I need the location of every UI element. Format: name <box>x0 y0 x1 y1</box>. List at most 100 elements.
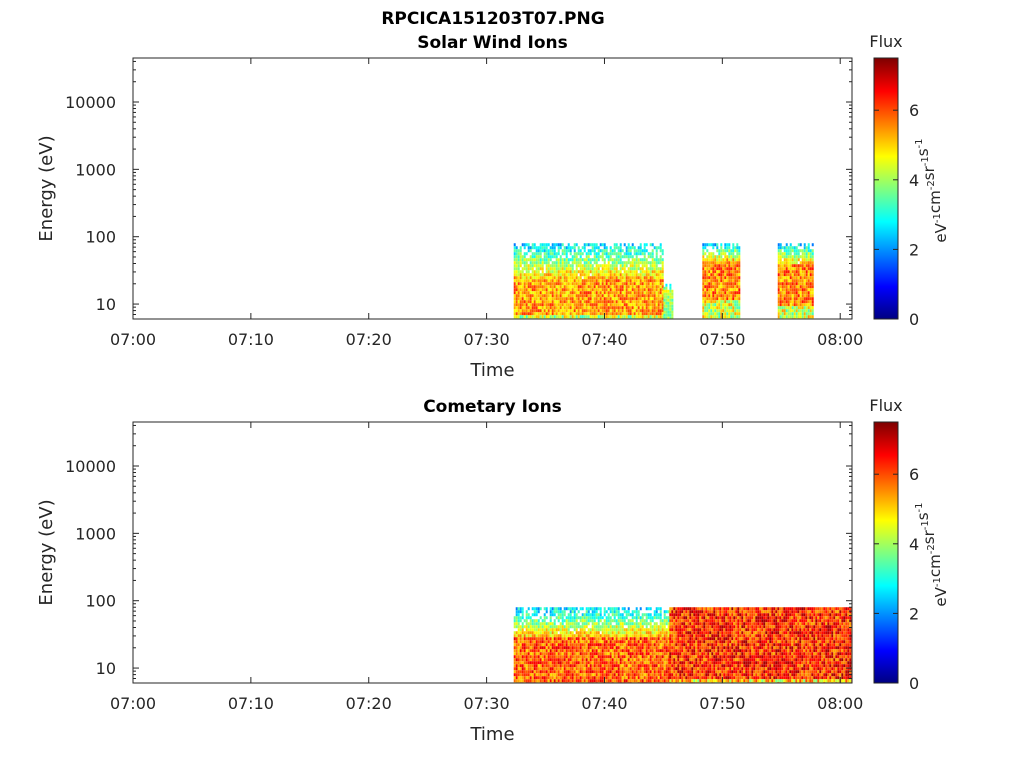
flux-cell <box>611 664 614 668</box>
flux-cell <box>801 303 804 307</box>
flux-cell <box>617 670 620 674</box>
flux-cell <box>609 276 612 280</box>
panel-title: Solar Wind Ions <box>417 33 568 53</box>
flux-cell <box>585 303 588 307</box>
flux-cell <box>779 303 782 307</box>
flux-cell <box>529 309 532 313</box>
flux-cell <box>625 300 628 304</box>
flux-cell <box>535 643 538 647</box>
flux-cell <box>595 270 598 274</box>
flux-cell <box>647 646 650 650</box>
flux-cell <box>706 258 709 262</box>
flux-cell <box>563 667 566 671</box>
colorbar-band <box>874 251 898 253</box>
flux-cell <box>649 267 652 271</box>
flux-cell <box>569 285 572 289</box>
flux-cell <box>724 264 727 268</box>
flux-cell <box>738 306 741 310</box>
flux-cell <box>797 255 800 259</box>
flux-cell <box>718 276 721 280</box>
flux-cell <box>704 309 707 313</box>
flux-cell <box>653 643 656 647</box>
flux-cell <box>525 661 528 665</box>
flux-cell <box>539 315 542 319</box>
flux-cell <box>563 246 566 250</box>
flux-cell <box>559 303 562 307</box>
flux-cell <box>641 306 644 310</box>
flux-cell <box>718 315 721 319</box>
flux-cell <box>573 270 576 274</box>
flux-cell <box>609 279 612 283</box>
flux-cell <box>577 637 580 641</box>
flux-cell <box>807 270 810 274</box>
flux-cell <box>595 252 598 256</box>
flux-cell <box>793 264 796 268</box>
flux-cell <box>702 264 705 268</box>
flux-cell <box>716 243 719 247</box>
flux-cell <box>529 300 532 304</box>
flux-cell <box>651 670 654 674</box>
flux-cell <box>571 258 574 262</box>
flux-cell <box>569 664 572 668</box>
flux-cell <box>639 243 642 247</box>
y-tick-label: 1000 <box>75 160 116 179</box>
flux-cell <box>708 291 711 295</box>
colorbar-band <box>874 156 898 158</box>
flux-cell <box>595 607 598 611</box>
flux-cell <box>777 258 780 262</box>
flux-cell <box>535 303 538 307</box>
flux-cell <box>569 246 572 250</box>
flux-cell <box>605 303 608 307</box>
flux-cell <box>525 309 528 313</box>
flux-cell <box>555 631 558 635</box>
flux-cell <box>555 312 558 316</box>
flux-cell <box>726 273 729 277</box>
flux-cell <box>710 297 713 301</box>
flux-cell <box>559 288 562 292</box>
flux-cell <box>541 273 544 277</box>
flux-cell <box>591 610 594 614</box>
flux-cell <box>601 676 604 680</box>
flux-cell <box>645 616 648 620</box>
flux-cell <box>639 628 642 632</box>
flux-cell <box>581 658 584 662</box>
flux-cell <box>569 309 572 313</box>
colorbar-band <box>874 256 898 258</box>
colorbar-tick-label: 4 <box>909 171 919 190</box>
flux-cell <box>722 315 725 319</box>
flux-cell <box>720 267 723 271</box>
flux-cell <box>557 676 560 680</box>
flux-cell <box>621 264 624 268</box>
flux-cell <box>555 279 558 283</box>
flux-cell <box>809 267 812 271</box>
flux-cell <box>726 300 729 304</box>
flux-cell <box>543 291 546 295</box>
flux-cell <box>633 616 636 620</box>
flux-cell <box>603 649 606 653</box>
flux-cell <box>623 655 626 659</box>
flux-cell <box>785 288 788 292</box>
flux-cell <box>591 246 594 250</box>
colorbar-band <box>874 228 898 230</box>
flux-cell <box>619 643 622 647</box>
flux-cell <box>633 315 636 319</box>
flux-cell <box>732 294 735 298</box>
flux-cell <box>559 607 562 611</box>
flux-cell <box>597 246 600 250</box>
flux-cell <box>653 625 656 629</box>
flux-cell <box>621 664 624 668</box>
colorbar-band <box>874 84 898 86</box>
flux-cell <box>783 264 786 268</box>
flux-cell <box>653 285 656 289</box>
flux-cell <box>601 276 604 280</box>
flux-cell <box>593 649 596 653</box>
flux-cell <box>611 652 614 656</box>
flux-cell <box>734 279 737 283</box>
flux-cell <box>702 306 705 310</box>
flux-cell <box>527 661 530 665</box>
flux-cell <box>659 285 662 289</box>
flux-cell <box>579 279 582 283</box>
flux-cell <box>663 676 666 680</box>
flux-cell <box>783 252 786 256</box>
flux-cell <box>799 300 802 304</box>
